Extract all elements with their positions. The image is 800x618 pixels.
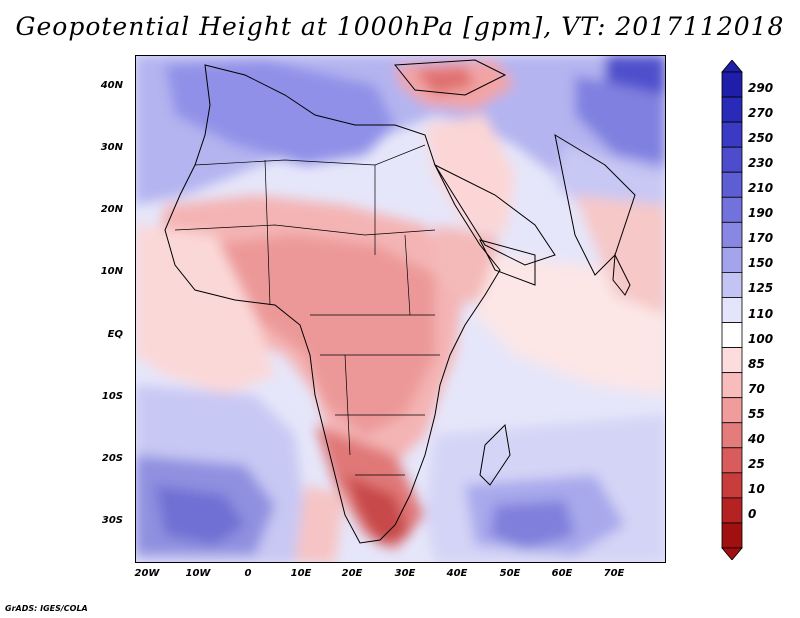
colorbar-label: 250 — [748, 131, 774, 146]
colorbar: 290 270 250 230 210 190 170 150 125 110 100 85 70 55 4… — [720, 59, 800, 561]
lat-label-20s: 20S — [101, 453, 123, 464]
colorbar-label: 290 — [748, 81, 774, 96]
colorbar-label: 210 — [748, 181, 774, 196]
colorbar-label: 55 — [748, 406, 765, 421]
colorbar-swatch — [721, 372, 743, 399]
lon-label-0: 0 — [244, 568, 252, 579]
colorbar-swatch — [721, 497, 743, 524]
lon-label-30e: 30E — [394, 568, 416, 579]
colorbar-swatch — [721, 121, 743, 148]
credit-text: GrADS: IGES/COLA — [5, 604, 88, 613]
colorbar-top-arrow — [721, 59, 743, 73]
colorbar-label: 125 — [748, 281, 774, 296]
map-panel: 40N 30N 20N 10N EQ 10S 20S 30S 20W 10W 0… — [101, 55, 666, 579]
lat-label-10n: 10N — [100, 266, 123, 277]
colorbar-swatch — [721, 196, 743, 223]
colorbar-swatch — [721, 171, 743, 198]
lat-label-10s: 10S — [101, 391, 123, 402]
colorbar-swatch — [721, 347, 743, 374]
map-title: Geopotential Height at 1000hPa [gpm], VT… — [15, 12, 785, 41]
colorbar-label: 190 — [748, 206, 774, 221]
lon-label-10w: 10W — [185, 568, 211, 579]
lon-label-70e: 70E — [603, 568, 625, 579]
colorbar-swatch — [721, 96, 743, 123]
colorbar-swatch — [721, 472, 743, 499]
colorbar-swatch — [721, 71, 743, 98]
geopotential-map — [135, 55, 666, 563]
lon-label-60e: 60E — [551, 568, 573, 579]
colorbar-label: 85 — [748, 356, 765, 371]
colorbar-label: 100 — [748, 331, 774, 346]
colorbar-label: 0 — [748, 506, 757, 521]
colorbar-swatch — [721, 422, 743, 449]
colorbar-label: 25 — [748, 456, 765, 471]
height-field-shading — [135, 55, 666, 563]
colorbar-swatch — [721, 146, 743, 173]
colorbar-swatch — [721, 297, 743, 323]
lat-label-30n: 30N — [100, 142, 123, 153]
colorbar-label: 230 — [748, 156, 774, 171]
coastlines — [164, 59, 636, 544]
colorbar-swatch — [721, 397, 743, 424]
lat-label-20n: 20N — [100, 204, 123, 215]
lon-label-40e: 40E — [446, 568, 468, 579]
colorbar-swatch — [721, 322, 743, 348]
colorbar-swatch — [721, 522, 743, 549]
colorbar-swatches — [721, 59, 743, 561]
lat-label-30s: 30S — [101, 515, 123, 526]
lon-label-50e: 50E — [499, 568, 521, 579]
colorbar-label: 110 — [748, 306, 774, 321]
colorbar-swatch — [721, 447, 743, 474]
colorbar-bottom-arrow — [721, 547, 743, 561]
lon-label-10e: 10E — [290, 568, 312, 579]
lon-label-20e: 20E — [341, 568, 363, 579]
colorbar-swatch — [721, 221, 743, 248]
country-borders — [174, 144, 440, 476]
lat-label-40n: 40N — [100, 80, 123, 91]
colorbar-swatch — [721, 272, 743, 298]
colorbar-label: 270 — [748, 106, 774, 121]
lat-label-eq: EQ — [107, 329, 123, 340]
colorbar-swatch — [721, 246, 743, 273]
colorbar-label: 10 — [748, 481, 765, 496]
map-border — [135, 55, 666, 563]
colorbar-label: 70 — [748, 381, 765, 396]
colorbar-label: 170 — [748, 231, 774, 246]
colorbar-label: 150 — [748, 256, 774, 271]
lon-label-20w: 20W — [134, 568, 160, 579]
colorbar-label: 40 — [748, 431, 765, 446]
